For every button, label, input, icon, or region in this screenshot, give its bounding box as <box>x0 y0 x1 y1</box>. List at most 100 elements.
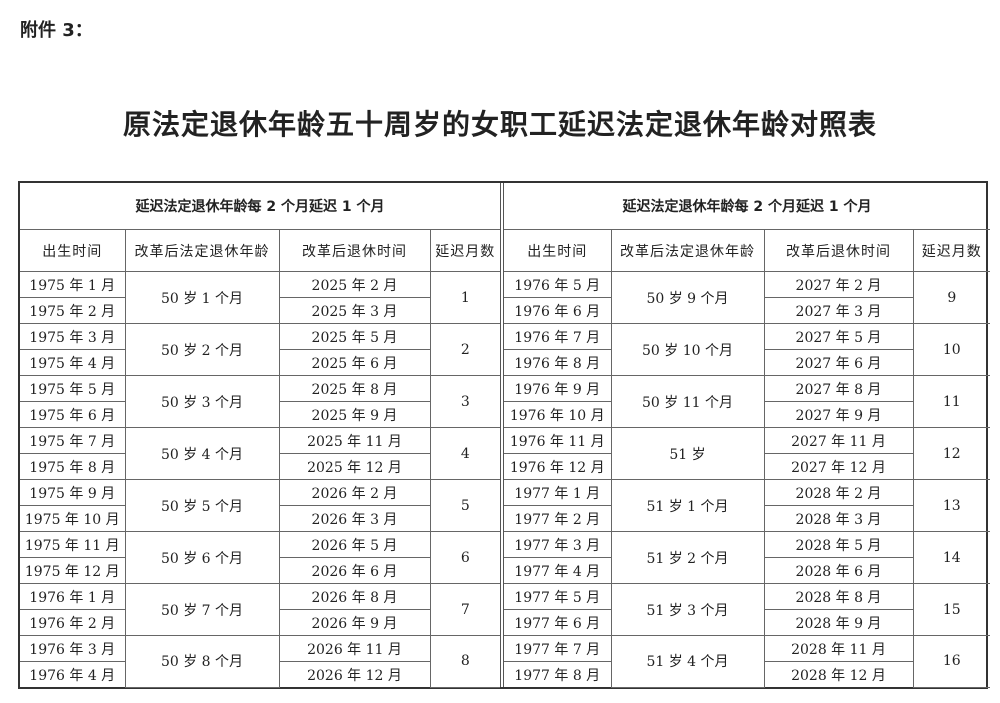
retire-time-cell: 2027 年 3 月 <box>763 297 913 324</box>
birth-cell: 1976 年 1 月 <box>20 583 126 610</box>
retire-time-cell: 2025 年 3 月 <box>278 297 430 324</box>
retire-time-cell: 2026 年 11 月 <box>278 635 431 662</box>
birth-cell: 1976 年 6 月 <box>504 297 612 324</box>
retire-time-cell: 2028 年 2 月 <box>763 479 914 506</box>
retire-age-cell: 50 岁 8 个月 <box>124 635 280 688</box>
retire-time-cell: 2026 年 3 月 <box>278 505 430 532</box>
birth-cell: 1975 年 10 月 <box>20 505 126 532</box>
caption-row: 延迟法定退休年龄每 2 个月延迟 1 个月 <box>20 183 501 230</box>
retire-time-cell: 2028 年 8 月 <box>763 583 914 610</box>
table-row: 1975 年 10 月 2026 年 3 月 <box>20 505 500 532</box>
retire-age-cell: 51 岁 4 个月 <box>610 635 765 688</box>
table-row: 1977 年 7 月 51 岁 4 个月 2028 年 11 月 16 <box>504 635 991 688</box>
birth-cell: 1976 年 3 月 <box>20 635 126 662</box>
retire-time-cell: 2028 年 6 月 <box>763 557 913 584</box>
birth-cell: 1975 年 8 月 <box>20 453 126 480</box>
retire-time-cell: 2028 年 3 月 <box>763 505 913 532</box>
delay-months-cell: 5 <box>429 479 501 532</box>
birth-cell: 1977 年 1 月 <box>504 479 612 506</box>
table-row: 1977 年 3 月 51 岁 2 个月 2028 年 5 月 14 <box>504 531 991 584</box>
page-title: 原法定退休年龄五十周岁的女职工延迟法定退休年龄对照表 <box>122 108 877 141</box>
birth-cell: 1976 年 9 月 <box>504 375 612 402</box>
delay-months-cell: 10 <box>912 323 991 376</box>
birth-cell: 1976 年 11 月 <box>504 427 612 454</box>
birth-cell: 1975 年 3 月 <box>20 323 126 350</box>
retire-age-cell: 50 岁 10 个月 <box>610 323 765 376</box>
table-row: 1977 年 2 月 2028 年 3 月 <box>504 505 990 532</box>
delay-months-cell: 13 <box>912 479 991 532</box>
right-table-section: 延迟法定退休年龄每 2 个月延迟 1 个月 出生时间 改革后法定退休年龄 改革后退休时… <box>503 183 991 688</box>
retire-age-cell: 51 岁 2 个月 <box>610 531 765 584</box>
table-row: 1977 年 4 月 2028 年 6 月 <box>504 557 990 584</box>
header-birth: 出生时间 <box>504 229 612 272</box>
birth-cell: 1977 年 5 月 <box>504 583 612 610</box>
retire-time-cell: 2028 年 9 月 <box>763 609 913 636</box>
retire-time-cell: 2025 年 12 月 <box>278 453 430 480</box>
table-row: 1975 年 8 月 2025 年 12 月 <box>20 453 500 480</box>
birth-cell: 1976 年 7 月 <box>504 323 612 350</box>
birth-cell: 1977 年 3 月 <box>504 531 612 558</box>
birth-cell: 1977 年 6 月 <box>504 609 612 636</box>
left-table-section: 延迟法定退休年龄每 2 个月延迟 1 个月 出生时间 改革后法定退休年龄 改革后退休时… <box>20 183 501 688</box>
birth-cell: 1975 年 12 月 <box>20 557 126 584</box>
delay-months-cell: 14 <box>912 531 991 584</box>
birth-cell: 1975 年 4 月 <box>20 349 126 376</box>
retire-time-cell: 2025 年 5 月 <box>278 323 431 350</box>
retire-time-cell: 2028 年 5 月 <box>763 531 914 558</box>
retire-time-cell: 2026 年 5 月 <box>278 531 431 558</box>
attachment-label: 附件 3： <box>20 20 93 41</box>
birth-cell: 1975 年 1 月 <box>20 271 126 298</box>
retire-age-cell: 50 岁 2 个月 <box>124 323 280 376</box>
retire-time-cell: 2027 年 11 月 <box>763 427 914 454</box>
delay-months-cell: 8 <box>429 635 501 688</box>
header-retire-age: 改革后法定退休年龄 <box>124 229 280 272</box>
table-row: 1976 年 8 月 2027 年 6 月 <box>504 349 990 376</box>
retire-time-cell: 2026 年 6 月 <box>278 557 430 584</box>
delay-months-cell: 16 <box>912 635 991 688</box>
retire-time-cell: 2026 年 2 月 <box>278 479 431 506</box>
retire-time-cell: 2025 年 8 月 <box>278 375 431 402</box>
right-table: 延迟法定退休年龄每 2 个月延迟 1 个月 出生时间 改革后法定退休年龄 改革后退休时… <box>504 183 991 688</box>
delay-months-cell: 11 <box>912 375 991 428</box>
birth-cell: 1977 年 4 月 <box>504 557 612 584</box>
table-row: 1976 年 12 月 2027 年 12 月 <box>504 453 990 480</box>
retire-time-cell: 2027 年 9 月 <box>763 401 913 428</box>
table-row: 1976 年 2 月 2026 年 9 月 <box>20 609 500 636</box>
delay-months-cell: 9 <box>912 271 991 324</box>
header-retire-time: 改革后退休时间 <box>278 229 431 272</box>
delay-months-cell: 7 <box>429 583 501 636</box>
retire-age-cell: 50 岁 5 个月 <box>124 479 280 532</box>
retire-age-cell: 51 岁 1 个月 <box>610 479 765 532</box>
birth-cell: 1976 年 2 月 <box>20 609 126 636</box>
header-birth: 出生时间 <box>20 229 126 272</box>
delay-months-cell: 12 <box>912 427 991 480</box>
retire-age-cell: 50 岁 9 个月 <box>610 271 765 324</box>
comparison-table: 延迟法定退休年龄每 2 个月延迟 1 个月 出生时间 改革后法定退休年龄 改革后退休时… <box>18 181 991 689</box>
retire-time-cell: 2025 年 6 月 <box>278 349 430 376</box>
delay-months-cell: 2 <box>429 323 501 376</box>
retire-time-cell: 2025 年 9 月 <box>278 401 430 428</box>
retire-age-cell: 50 岁 1 个月 <box>124 271 280 324</box>
table-row: 1975 年 12 月 2026 年 6 月 <box>20 557 500 584</box>
retire-time-cell: 2028 年 11 月 <box>763 635 914 662</box>
table-row: 1976 年 7 月 50 岁 10 个月 2027 年 5 月 10 <box>504 323 991 376</box>
birth-cell: 1975 年 2 月 <box>20 297 126 324</box>
retire-age-cell: 51 岁 3 个月 <box>610 583 765 636</box>
birth-cell: 1975 年 11 月 <box>20 531 126 558</box>
header-row: 出生时间 改革后法定退休年龄 改革后退休时间 延迟月数 <box>504 229 991 272</box>
retire-age-cell: 51 岁 <box>610 427 765 480</box>
retire-time-cell: 2026 年 9 月 <box>278 609 430 636</box>
birth-cell: 1976 年 8 月 <box>504 349 612 376</box>
header-delay-months: 延迟月数 <box>429 229 501 272</box>
header-row: 出生时间 改革后法定退休年龄 改革后退休时间 延迟月数 <box>20 229 501 272</box>
table-row: 1976 年 11 月 51 岁 2027 年 11 月 12 <box>504 427 991 480</box>
retire-time-cell: 2025 年 11 月 <box>278 427 431 454</box>
birth-cell: 1976 年 5 月 <box>504 271 612 298</box>
table-row: 1976 年 6 月 2027 年 3 月 <box>504 297 990 324</box>
table-caption: 延迟法定退休年龄每 2 个月延迟 1 个月 <box>504 183 991 230</box>
